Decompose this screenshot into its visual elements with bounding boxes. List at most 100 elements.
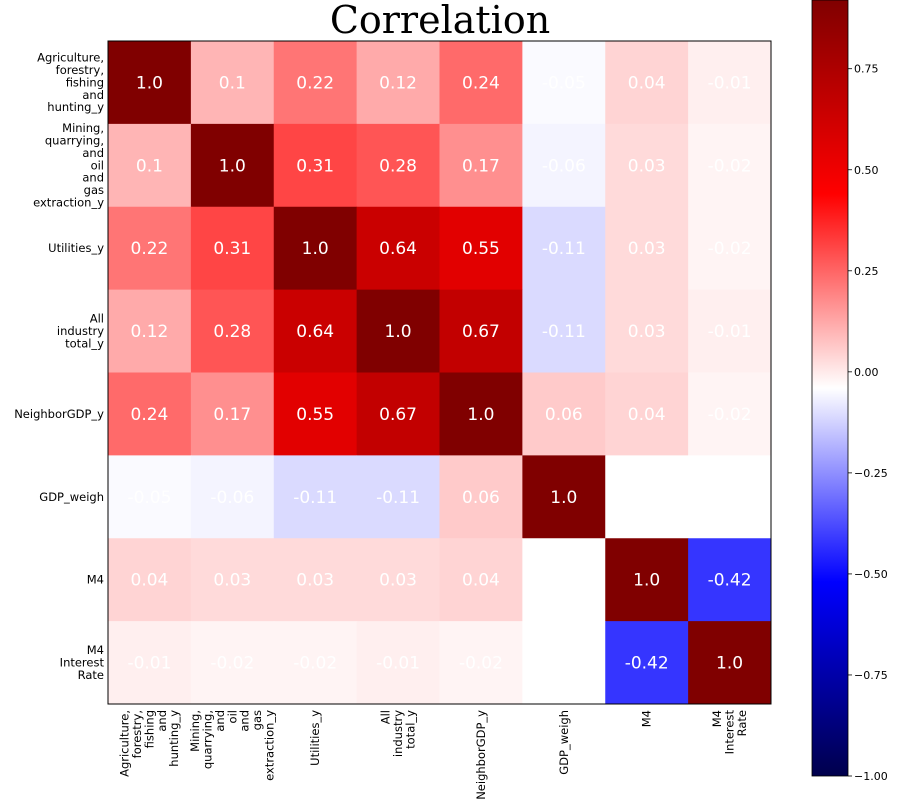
heatmap-cell <box>522 538 606 622</box>
cell-value-label: 1.0 <box>467 405 494 425</box>
heatmap-cell <box>108 538 192 622</box>
cell-value-label: 1.0 <box>219 156 246 176</box>
svg-text:Allindustrytotal_y: Allindustrytotal_y <box>379 710 418 757</box>
cell-value-label: 0.22 <box>131 239 169 259</box>
heatmap-cell <box>605 372 689 456</box>
heatmap-cell <box>522 372 606 456</box>
heatmap-cell <box>439 455 523 539</box>
heatmap-cell <box>605 538 689 622</box>
cell-value-label: 0.67 <box>379 405 417 425</box>
cell-value-label: -0.42 <box>625 654 669 674</box>
y-tick-label: M4 Interest Rate <box>60 643 105 682</box>
cell-value-label: 0.04 <box>462 571 500 591</box>
heatmap-cell <box>439 289 523 373</box>
y-axis-labels: Agriculture, forestry, fishing and hunting_y… <box>14 51 104 682</box>
cell-value-label: 0.22 <box>296 73 334 93</box>
heatmap-cell <box>190 206 275 291</box>
heatmap-cell <box>688 538 772 622</box>
cell-value-label: -0.01 <box>708 322 752 342</box>
cell-value-label: 0.04 <box>131 571 169 591</box>
cell-value-label: -0.01 <box>708 73 752 93</box>
x-tick-label: NeighborGDP_y <box>474 710 488 800</box>
heatmap-cell <box>190 455 275 539</box>
svg-text:GDP_weigh: GDP_weigh <box>557 710 571 775</box>
cell-value-label: -0.06 <box>210 488 254 508</box>
cell-value-label: -0.01 <box>127 654 171 674</box>
colorbar-tick-label: −0.25 <box>854 467 888 480</box>
cell-value-label: 1.0 <box>716 654 743 674</box>
y-tick-label: GDP_weigh <box>39 490 104 504</box>
x-tick-label: Allindustrytotal_y <box>379 710 418 757</box>
x-tick-label: Agriculture,forestry,fishingandhunting_y <box>118 710 182 777</box>
heatmap-cell <box>273 123 358 208</box>
heatmap-cell <box>356 206 440 291</box>
x-tick-label: M4 <box>640 710 654 727</box>
heatmap-cell <box>273 206 358 291</box>
heatmap-cell <box>605 206 689 291</box>
svg-text:Mining,quarrying,andoilandgase: Mining,quarrying,andoilandgasextraction_… <box>188 710 276 781</box>
heatmap-cell <box>605 289 689 373</box>
cell-value-label: -0.11 <box>542 322 586 342</box>
cell-value-label: -0.42 <box>708 571 752 591</box>
heatmap-cell <box>108 372 192 456</box>
cell-value-label: -0.02 <box>293 654 337 674</box>
chart-title: Correlation <box>330 0 550 42</box>
heatmap-cell <box>605 621 689 705</box>
colorbar-tick-label: 0.75 <box>854 63 879 76</box>
heatmap-cell <box>108 621 192 705</box>
y-tick-label: Mining, quarrying, and oil and gas extraction_… <box>33 121 104 209</box>
cell-value-label: 0.64 <box>379 239 417 259</box>
heatmap-cell <box>439 372 523 456</box>
cell-value-label: -0.02 <box>708 405 752 425</box>
cell-value-label: 0.04 <box>628 405 666 425</box>
heatmap-cell <box>688 372 772 456</box>
cell-value-label: -0.05 <box>542 73 586 93</box>
y-tick-label: M4 <box>87 573 104 587</box>
heatmap-cell <box>108 123 192 208</box>
y-tick-label: Agriculture, forestry, fishing and hunting_y <box>37 51 104 115</box>
colorbar-tick-label: −0.75 <box>854 669 888 682</box>
heatmap-cell <box>688 206 772 291</box>
heatmap-cell <box>522 455 606 539</box>
cell-value-label: 0.12 <box>379 73 417 93</box>
heatmap-cell <box>522 289 606 373</box>
cell-value-label: -0.02 <box>459 654 503 674</box>
svg-text:Utilities_y: Utilities_y <box>308 710 322 766</box>
heatmap-cell <box>439 538 523 622</box>
cell-value-label: 0.31 <box>296 156 334 176</box>
cell-value-label: -0.11 <box>293 488 337 508</box>
cell-value-label: 1.0 <box>136 73 163 93</box>
heatmap-cell <box>273 538 358 622</box>
heatmap-cell <box>688 41 772 125</box>
heatmap-cell <box>190 41 275 125</box>
heatmap-cell <box>688 455 772 539</box>
x-tick-label: Utilities_y <box>308 710 322 766</box>
heatmap-cell <box>439 123 523 208</box>
heatmap-cell <box>356 538 440 622</box>
cell-value-label: 0.06 <box>545 405 583 425</box>
cell-value-label: 0.03 <box>628 322 666 342</box>
colorbar-tick-label: −0.50 <box>854 568 888 581</box>
heatmap-cell <box>273 372 358 456</box>
heatmap-cell <box>190 372 275 456</box>
colorbar-gradient <box>811 0 849 777</box>
heatmap-cell <box>688 621 772 705</box>
cell-value-label: 0.03 <box>628 156 666 176</box>
cell-value-label: 0.03 <box>213 571 251 591</box>
colorbar: 0.75 0.50 0.25 0.00 −0.25 −0.50 −0.75 −1.00 <box>811 0 888 783</box>
heatmap-cell <box>522 206 606 291</box>
cell-value-label: 0.67 <box>462 322 500 342</box>
cell-value-label: 0.55 <box>296 405 334 425</box>
cell-value-label: 1.0 <box>385 322 412 342</box>
cell-value-label: 0.03 <box>628 239 666 259</box>
heatmap-cell <box>522 621 606 705</box>
heatmap-cell <box>356 289 440 373</box>
cell-value-label: 0.1 <box>219 73 246 93</box>
y-tick-label: NeighborGDP_y <box>14 407 104 421</box>
colorbar-tick-label: 0.00 <box>854 366 879 379</box>
cell-value-label: 0.12 <box>131 322 169 342</box>
heatmap-cell <box>439 621 523 705</box>
heatmap-cell <box>273 455 358 539</box>
cell-value-label: -0.02 <box>708 239 752 259</box>
